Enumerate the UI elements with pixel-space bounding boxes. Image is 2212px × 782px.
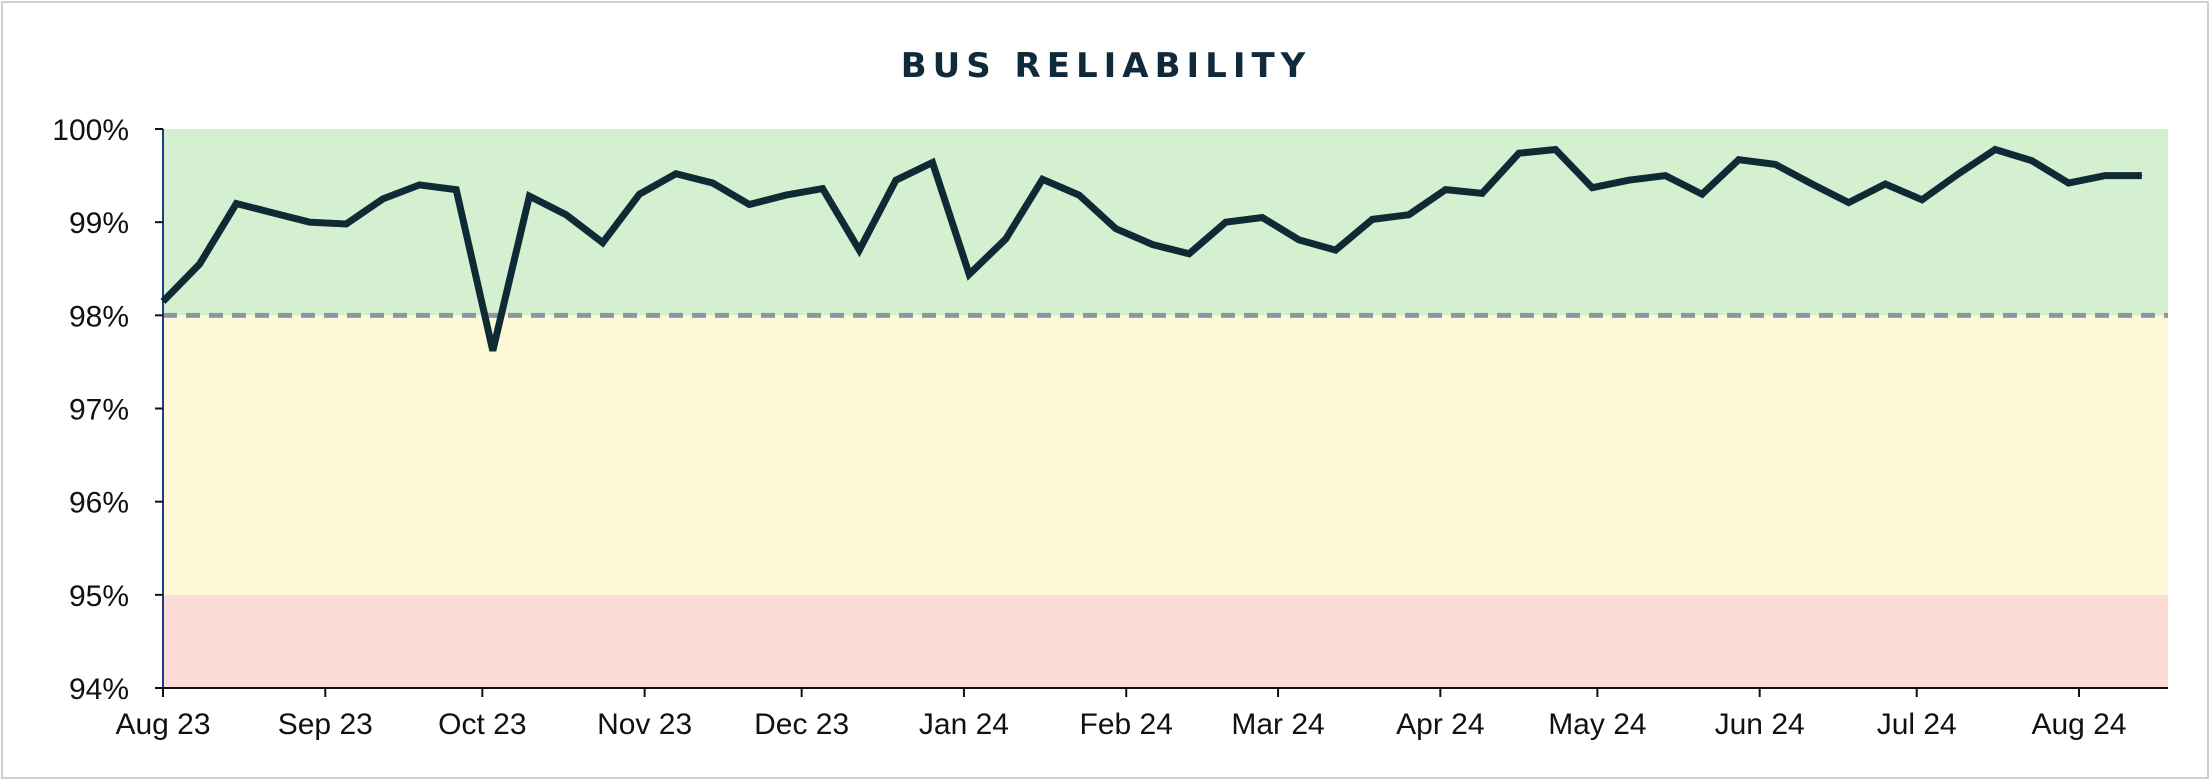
band-0 bbox=[163, 129, 2168, 316]
data-point bbox=[1591, 187, 1593, 189]
y-tick-label: 97% bbox=[69, 394, 129, 427]
x-tick-label: Mar 24 bbox=[1231, 708, 1324, 741]
data-point bbox=[1481, 192, 1483, 194]
data-point bbox=[932, 162, 933, 163]
y-tick-label: 95% bbox=[69, 580, 129, 613]
band-2 bbox=[163, 594, 2168, 688]
data-point bbox=[1994, 149, 1996, 150]
data-point bbox=[1335, 249, 1337, 251]
y-tick-label: 98% bbox=[69, 300, 129, 333]
data-point bbox=[162, 300, 164, 302]
x-tick-label: Aug 23 bbox=[115, 708, 210, 741]
data-point bbox=[638, 193, 640, 195]
x-tick-label: Dec 23 bbox=[754, 708, 849, 741]
data-point bbox=[895, 179, 897, 181]
axes-group bbox=[155, 128, 2168, 697]
data-point bbox=[712, 182, 714, 184]
reliability-bands bbox=[163, 129, 2168, 688]
data-point bbox=[235, 203, 237, 204]
data-point bbox=[1261, 217, 1263, 218]
data-point bbox=[1188, 253, 1190, 255]
data-point bbox=[1958, 173, 1960, 175]
data-point bbox=[1628, 179, 1630, 181]
data-point bbox=[1774, 163, 1776, 165]
data-point bbox=[1555, 149, 1556, 150]
data-point bbox=[1151, 244, 1153, 245]
data-point bbox=[1884, 183, 1886, 185]
data-point bbox=[1518, 152, 1520, 154]
data-point bbox=[1115, 228, 1117, 230]
x-tick-label: Jul 24 bbox=[1877, 708, 1957, 741]
data-point bbox=[2141, 175, 2143, 177]
y-tick-label: 99% bbox=[69, 207, 129, 240]
x-tick-labels: Aug 23 Sep 23 Oct 23 Nov 23 Dec 23 Jan 24 Feb … bbox=[115, 708, 2126, 741]
x-tick-label: Jun 24 bbox=[1715, 708, 1805, 741]
x-tick-label: May 24 bbox=[1548, 708, 1646, 741]
data-point bbox=[1738, 159, 1740, 161]
data-point bbox=[199, 263, 201, 265]
data-point bbox=[785, 194, 787, 196]
data-point bbox=[1005, 238, 1007, 240]
data-point bbox=[602, 242, 604, 244]
data-point bbox=[968, 273, 970, 275]
x-tick-label: Oct 23 bbox=[438, 708, 526, 741]
data-point bbox=[309, 221, 311, 223]
data-point bbox=[858, 249, 860, 251]
x-tick-label: Feb 24 bbox=[1080, 708, 1173, 741]
data-point bbox=[382, 198, 384, 200]
x-tick-label: Aug 24 bbox=[2031, 708, 2126, 741]
y-tick-label: 96% bbox=[69, 487, 129, 520]
data-point bbox=[492, 350, 494, 352]
x-tick-label: Nov 23 bbox=[597, 708, 692, 741]
data-point bbox=[1298, 239, 1300, 241]
x-tick-label: Sep 23 bbox=[278, 708, 373, 741]
data-point bbox=[1848, 202, 1850, 204]
data-point bbox=[1921, 199, 1923, 201]
y-tick-labels: 94% 95% 96% 97% 98% 99% 100% bbox=[52, 114, 129, 706]
data-point bbox=[2068, 182, 2069, 184]
data-point bbox=[565, 214, 567, 216]
data-point bbox=[1371, 218, 1373, 220]
data-point bbox=[272, 212, 274, 214]
data-point bbox=[822, 188, 824, 190]
data-point bbox=[1408, 214, 1410, 216]
data-point bbox=[419, 184, 420, 186]
data-point bbox=[455, 189, 457, 191]
data-point bbox=[748, 204, 750, 205]
y-tick-label: 100% bbox=[52, 114, 129, 147]
data-point bbox=[1078, 194, 1080, 196]
data-point bbox=[675, 173, 677, 175]
data-point bbox=[2104, 175, 2106, 177]
y-tick-label: 94% bbox=[69, 673, 129, 706]
series-group bbox=[160, 145, 2143, 352]
data-point bbox=[1701, 193, 1703, 195]
data-point bbox=[1664, 175, 1666, 177]
band-1 bbox=[163, 315, 2168, 595]
data-point bbox=[2031, 160, 2033, 162]
chart-title: BUS RELIABILITY bbox=[900, 46, 1312, 86]
x-tick-label: Apr 24 bbox=[1396, 708, 1484, 741]
data-point bbox=[1225, 221, 1227, 223]
data-point bbox=[345, 223, 347, 225]
data-point bbox=[1445, 189, 1447, 191]
x-tick-label: Jan 24 bbox=[919, 708, 1009, 741]
data-point bbox=[528, 195, 530, 197]
data-point bbox=[1042, 178, 1043, 180]
data-point bbox=[1811, 183, 1813, 185]
